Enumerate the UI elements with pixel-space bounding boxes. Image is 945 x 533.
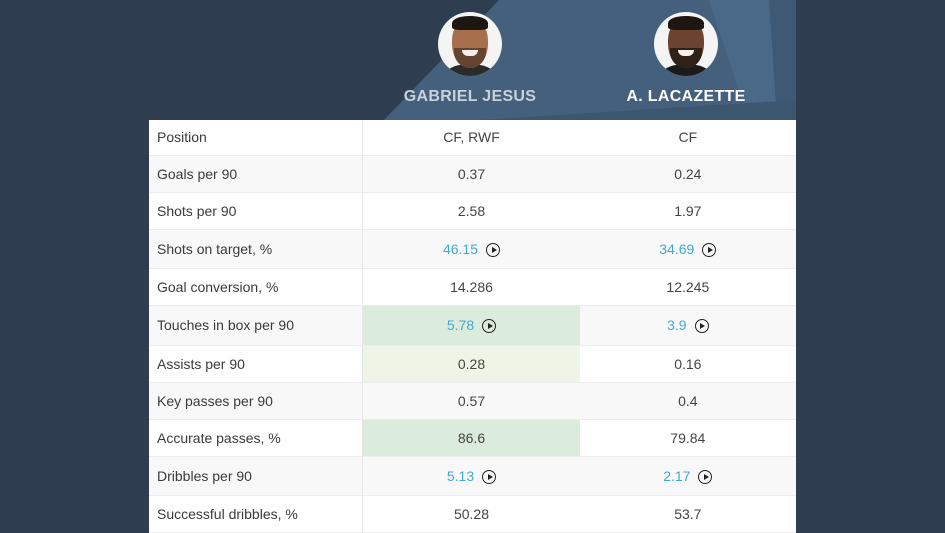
table-row: Goal conversion, % 14.286 12.245 [149,268,796,306]
player-1-value: CF, RWF [362,120,580,156]
player-2-value: 12.245 [579,268,796,306]
player-2-value-link[interactable]: 34.69 [659,240,695,257]
player-1-value-link[interactable]: 46.15 [442,240,479,257]
player-2-header: A. LACAZETTE [578,0,794,120]
comparison-header: GABRIEL JESUS A. LACAZETTE [149,0,796,120]
player-2-value-cell: 3.9 [579,305,796,346]
table-row: Touches in box per 90 5.78 3.9 [149,305,796,346]
player-1-value-cell: 5.78 [362,305,580,346]
player-2-value: 1.97 [579,192,796,230]
player-2-avatar [654,12,718,76]
table-row: Position CF, RWF CF [149,120,796,156]
play-video-icon[interactable] [486,242,501,257]
player-1-value: 0.37 [362,155,580,193]
stat-label: Goal conversion, % [149,268,364,306]
stat-label: Accurate passes, % [149,419,364,457]
play-video-icon[interactable] [482,319,497,333]
player-2-value: 53.7 [579,495,796,533]
player-2-value: CF [579,120,796,156]
stat-label: Key passes per 90 [149,382,364,420]
player-1-value: 50.28 [362,495,580,533]
player-1-value: 86.6 [362,419,580,457]
player-1-value-cell: 46.15 [362,229,580,269]
player-1-value: 0.28 [362,345,580,383]
player-2-value-link[interactable]: 3.9 [667,317,687,333]
stat-label: Shots on target, % [149,229,364,269]
player-2-value: 0.24 [579,155,796,193]
player-1-header: GABRIEL JESUS [362,0,578,120]
player-1-value-cell: 5.13 [362,456,580,496]
table-row: Shots per 90 2.58 1.97 [149,192,796,230]
stat-label: Shots per 90 [149,192,364,230]
table-row: Dribbles per 90 5.13 2.17 [149,456,796,496]
play-video-icon[interactable] [694,319,709,333]
table-row: Accurate passes, % 86.6 79.84 [149,419,796,457]
stats-table: Position CF, RWF CF Goals per 90 0.37 0.… [149,120,796,533]
player-2-value: 79.84 [579,419,796,457]
player-2-name[interactable]: A. LACAZETTE [626,88,746,105]
table-row: Goals per 90 0.37 0.24 [149,155,796,193]
table-row: Successful dribbles, % 50.28 53.7 [149,495,796,533]
player-1-value-link[interactable]: 5.78 [446,317,475,333]
player-1-name[interactable]: GABRIEL JESUS [403,88,537,105]
player-2-value-link[interactable]: 2.17 [663,467,691,484]
player-2-value: 0.16 [579,345,796,383]
player-2-value-cell: 34.69 [579,229,796,269]
play-video-icon[interactable] [698,469,713,484]
play-video-icon[interactable] [702,242,717,257]
player-1-value: 14.286 [362,268,580,306]
stat-label: Position [149,120,364,156]
play-video-icon[interactable] [482,469,497,484]
player-1-avatar [438,12,502,76]
stat-label: Successful dribbles, % [149,495,364,533]
player-1-value: 0.57 [362,382,580,420]
player-2-value: 0.4 [579,382,796,420]
player-1-value: 2.58 [362,192,580,230]
stat-label: Touches in box per 90 [149,305,364,346]
player-2-value-cell: 2.17 [579,456,796,496]
stat-label: Dribbles per 90 [149,456,364,496]
table-row: Key passes per 90 0.57 0.4 [149,382,796,420]
player-comparison-panel: GABRIEL JESUS A. LACAZETTE Position CF, … [149,0,796,533]
player-1-value-link[interactable]: 5.13 [446,467,475,484]
table-row: Shots on target, % 46.15 34.69 [149,229,796,269]
table-row: Assists per 90 0.28 0.16 [149,345,796,383]
stat-label: Assists per 90 [149,345,364,383]
stat-label: Goals per 90 [149,155,364,193]
